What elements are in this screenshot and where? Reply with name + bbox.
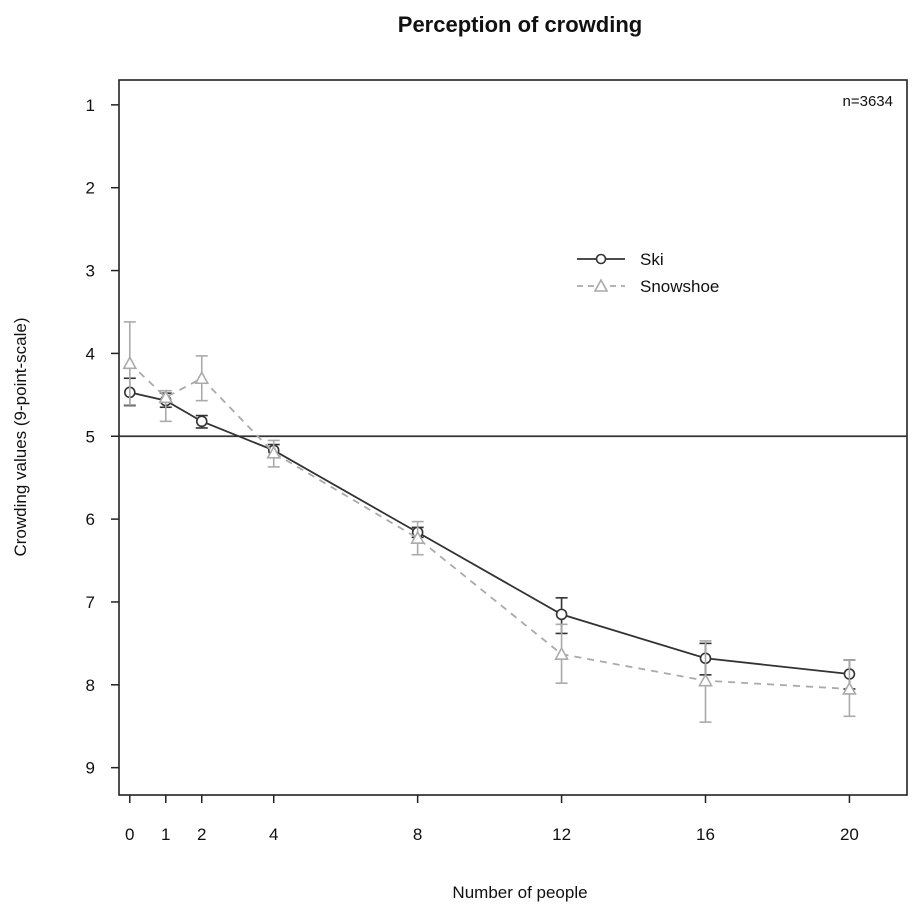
x-tick-label: 20 [840, 825, 859, 844]
data-point [194, 370, 210, 385]
data-point [698, 672, 713, 687]
x-axis-label: Number of people [452, 883, 587, 902]
series-ski [123, 377, 856, 690]
legend-marker [595, 253, 607, 265]
data-point [158, 389, 174, 404]
x-tick-label: 2 [197, 825, 206, 844]
x-axis: 0 1 2 4 8 12 16 20 [125, 795, 859, 844]
series-layer [122, 321, 857, 723]
legend-marker [593, 278, 609, 292]
y-tick-label: 1 [86, 96, 95, 115]
legend-label: Ski [640, 250, 664, 269]
legend-label: Snowshoe [640, 277, 719, 296]
x-tick-label: 12 [552, 825, 571, 844]
y-tick-label: 5 [86, 427, 95, 446]
data-point [842, 681, 857, 695]
y-tick-label: 8 [86, 676, 95, 695]
data-point [554, 646, 569, 660]
series-line [129, 362, 850, 690]
data-point [410, 530, 425, 544]
x-tick-label: 1 [161, 825, 170, 844]
x-tick-label: 16 [696, 825, 715, 844]
y-tick-label: 9 [86, 759, 95, 778]
y-tick-label: 3 [86, 262, 95, 281]
chart-title: Perception of crowding [398, 12, 642, 37]
x-tick-label: 4 [269, 825, 278, 844]
data-point [122, 355, 138, 370]
y-tick-label: 2 [86, 179, 95, 198]
series-snowshoe [122, 321, 857, 723]
y-tick-label: 6 [86, 510, 95, 529]
data-point [266, 445, 282, 459]
legend: Ski Snowshoe [577, 250, 719, 296]
series-line [129, 391, 850, 675]
y-axis: 1 2 3 4 5 6 7 8 9 [86, 96, 119, 778]
y-axis-label: Crowding values (9-point-scale) [11, 317, 30, 556]
data-point [555, 608, 568, 621]
y-tick-label: 7 [86, 593, 95, 612]
data-point [195, 415, 208, 428]
plot-frame [118, 79, 908, 796]
x-tick-label: 8 [413, 825, 422, 844]
sample-size-annotation: n=3634 [843, 93, 893, 110]
y-tick-label: 4 [86, 344, 95, 363]
x-tick-label: 0 [125, 825, 134, 844]
